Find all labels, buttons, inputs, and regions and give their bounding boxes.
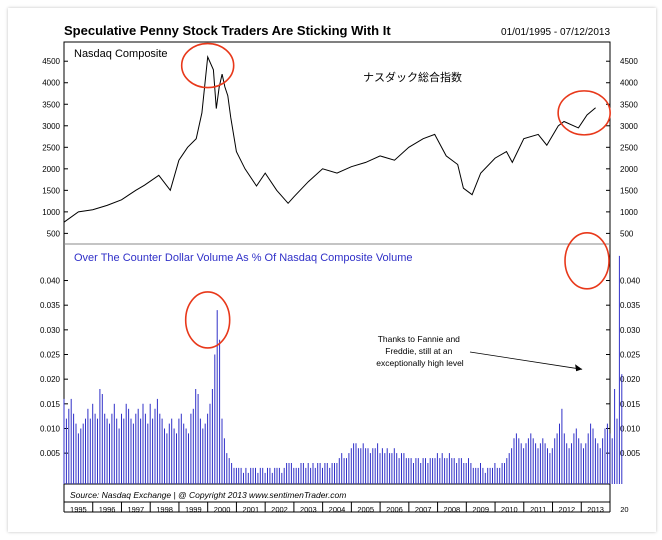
source-credit: Source: Nasdaq Exchange | @ Copyright 20… bbox=[70, 490, 346, 500]
price-y-tick-label-right: 3000 bbox=[620, 122, 638, 131]
price-y-tick-label-left: 2000 bbox=[42, 165, 60, 174]
volume-y-tick-label-left: 0.025 bbox=[40, 351, 61, 360]
volume-y-tick-label-left: 0.015 bbox=[40, 400, 61, 409]
annotation-line-3: exceptionally high level bbox=[376, 358, 464, 368]
volume-y-tick-label-left: 0.040 bbox=[40, 277, 61, 286]
price-y-tick-label-left: 4500 bbox=[42, 57, 60, 66]
x-tick-label: 2004 bbox=[329, 505, 346, 514]
x-tick-label: 2003 bbox=[300, 505, 317, 514]
annotation-arrowhead bbox=[575, 364, 583, 372]
volume-bars bbox=[63, 255, 623, 484]
price-y-tick-label-left: 1500 bbox=[42, 186, 60, 195]
top-panel-title: Nasdaq Composite bbox=[74, 48, 168, 60]
nasdaq-price-line bbox=[63, 54, 596, 223]
volume-y-tick-label-right: 0.035 bbox=[620, 301, 641, 310]
x-tick-label: 2009 bbox=[472, 505, 489, 514]
price-line-group bbox=[63, 54, 596, 223]
price-y-tick-label-right: 500 bbox=[620, 229, 634, 238]
price-y-tick-label-left: 1000 bbox=[42, 208, 60, 217]
x-tick-label: 2011 bbox=[530, 505, 546, 514]
volume-y-tick-label-right: 0.010 bbox=[620, 424, 641, 433]
volume-y-tick-label-right: 0.015 bbox=[620, 400, 641, 409]
x-tick-label: 1998 bbox=[156, 505, 173, 514]
price-y-tick-label-right: 1000 bbox=[620, 208, 638, 217]
highlight-circle-volume bbox=[564, 231, 610, 290]
price-y-tick-label-right: 3500 bbox=[620, 100, 638, 109]
price-y-tick-label-right: 4000 bbox=[620, 79, 638, 88]
chart-frame bbox=[8, 8, 656, 532]
chart-title: Speculative Penny Stock Traders Are Stic… bbox=[64, 23, 391, 38]
volume-y-tick-label-right: 0.025 bbox=[620, 351, 641, 360]
highlight-circle-price bbox=[180, 42, 235, 89]
price-y-tick-label-left: 2500 bbox=[42, 143, 60, 152]
top-panel-annotation: ナスダック総合指数 bbox=[363, 70, 462, 84]
annotations bbox=[180, 42, 611, 372]
volume-y-tick-label-right: 0.030 bbox=[620, 326, 641, 335]
x-tick-label: 1996 bbox=[99, 505, 116, 514]
price-y-tick-label-left: 3500 bbox=[42, 100, 60, 109]
x-tick-label: 1997 bbox=[127, 505, 144, 514]
x-tick-label: 2002 bbox=[271, 505, 288, 514]
volume-y-tick-label-right: 0.020 bbox=[620, 375, 641, 384]
price-y-tick-label-right: 4500 bbox=[620, 57, 638, 66]
price-y-tick-label-left: 3000 bbox=[42, 122, 60, 131]
x-tick-label: 2005 bbox=[357, 505, 374, 514]
x-tick-label: 2010 bbox=[501, 505, 518, 514]
volume-y-tick-label-left: 0.030 bbox=[40, 326, 61, 335]
date-range: 01/01/1995 - 07/12/2013 bbox=[501, 27, 610, 38]
price-y-tick-label-right: 1500 bbox=[620, 186, 638, 195]
annotation-line-1: Thanks to Fannie and bbox=[378, 334, 460, 344]
bottom-panel-title: Over The Counter Dollar Volume As % Of N… bbox=[74, 252, 413, 264]
volume-y-tick-label-right: 0.040 bbox=[620, 277, 641, 286]
volume-y-tick-label-left: 0.020 bbox=[40, 375, 61, 384]
price-y-tick-label-left: 4000 bbox=[42, 79, 60, 88]
x-tick-label: 2008 bbox=[444, 505, 461, 514]
x-tick-label: 2007 bbox=[415, 505, 432, 514]
x-axis-ticks: 1995 1996 1997 1998 1999 2000 2001 2002 2003 2004… bbox=[63, 502, 629, 514]
x-tick-label: 1995 bbox=[70, 505, 87, 514]
x-tick-label: 20 bbox=[620, 505, 628, 514]
x-tick-label: 1999 bbox=[185, 505, 202, 514]
price-y-tick-label-right: 2500 bbox=[620, 143, 638, 152]
x-tick-label: 2013 bbox=[587, 505, 604, 514]
x-tick-label: 2001 bbox=[242, 505, 259, 514]
highlight-circle-price bbox=[557, 90, 611, 136]
x-tick-label: 2000 bbox=[214, 505, 231, 514]
annotation-arrow-line bbox=[469, 351, 583, 370]
price-y-ticks: 500 500 1000 1000 1500 1500 2000 2000 2500 2500 30… bbox=[42, 57, 638, 238]
volume-y-tick-label-left: 0.005 bbox=[40, 449, 61, 458]
highlight-circle-volume bbox=[184, 291, 231, 349]
x-tick-label: 2012 bbox=[559, 505, 576, 514]
annotation-line-2: Freddie, still at an bbox=[385, 346, 452, 356]
volume-y-tick-label-left: 0.035 bbox=[40, 301, 61, 310]
price-y-tick-label-left: 500 bbox=[47, 229, 61, 238]
annotation-text: Thanks to Fannie and Freddie, still at a… bbox=[376, 334, 464, 368]
volume-y-ticks: 0.005 0.005 0.010 0.010 0.015 0.015 0.020 0.020… bbox=[40, 277, 641, 459]
price-y-tick-label-right: 2000 bbox=[620, 165, 638, 174]
x-tick-label: 2006 bbox=[386, 505, 403, 514]
volume-y-tick-label-right: 0.005 bbox=[620, 449, 641, 458]
volume-y-tick-label-left: 0.010 bbox=[40, 424, 61, 433]
plot-frame bbox=[63, 41, 611, 503]
